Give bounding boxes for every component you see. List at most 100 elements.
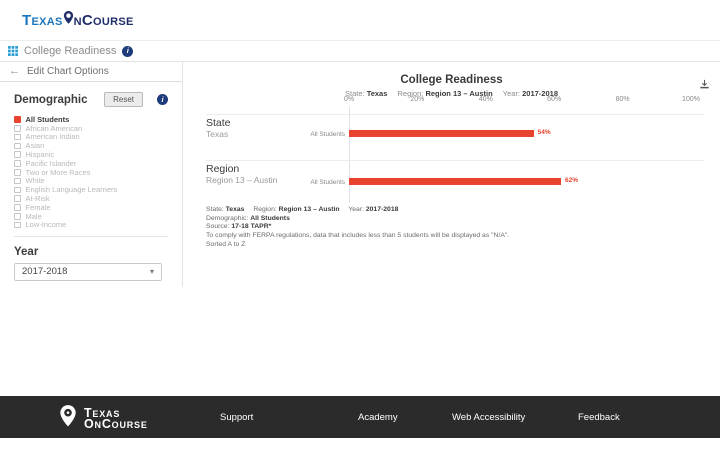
demographic-option[interactable]: Pacific Islander — [14, 160, 168, 167]
option-label: Two or More Races — [25, 167, 91, 177]
demographic-header: Demographic Reset i — [14, 92, 168, 107]
option-label: African American — [25, 123, 83, 133]
footnote-line-3: Source: 17-18 TAPR* — [206, 223, 509, 232]
footnote-line-1: State: Texas Region: Region 13 – Austin … — [206, 206, 509, 215]
footer-link-academy[interactable]: Academy — [358, 412, 398, 423]
page-info-icon[interactable]: i — [122, 45, 134, 57]
bar-value-label: 54% — [537, 129, 551, 137]
checkbox-icon — [14, 142, 21, 150]
option-label: Female — [25, 202, 51, 212]
subtitle-label: State: — [344, 89, 365, 98]
logo-ncourse-text1: n — [73, 11, 82, 29]
option-label: White — [25, 176, 45, 186]
option-label: Pacific Islander — [25, 158, 77, 168]
sidebar-body: Demographic Reset i All Students African… — [0, 82, 182, 281]
demographic-option[interactable]: English Language Learners — [14, 186, 168, 193]
x-axis-tick: 80% — [615, 96, 630, 103]
footer-link-web-accessibility[interactable]: Web Accessibility — [452, 412, 526, 423]
location-pin-icon — [58, 404, 78, 433]
year-select[interactable]: 2017-2018 ▾ — [14, 262, 162, 281]
footnote-value: Texas — [225, 206, 245, 213]
demographic-option[interactable]: American Indian — [14, 132, 168, 142]
option-label: American Indian — [25, 132, 80, 142]
download-icon[interactable] — [699, 77, 710, 95]
back-arrow-icon: ← — [9, 65, 20, 77]
section-divider — [206, 114, 704, 115]
app-header: Texas n Course — [0, 0, 720, 41]
reset-button[interactable]: Reset — [104, 92, 143, 107]
demographic-option[interactable]: Low-Income — [14, 221, 168, 229]
option-label: At-Risk — [25, 193, 50, 203]
footer-logo-line1: Texas — [84, 406, 121, 420]
subtitle-value: Region 13 – Austin — [425, 89, 493, 98]
year-heading: Year — [14, 245, 39, 258]
footnote-label: Year: — [348, 206, 364, 213]
footer-logo-line2: OnCourse — [84, 416, 148, 431]
footnote-value: 2017-2018 — [365, 206, 399, 213]
grid-menu-icon[interactable] — [8, 46, 18, 56]
series-label: All Students — [310, 131, 345, 138]
bar-row-region: 62% — [349, 178, 691, 185]
section-heading-state: State — [206, 117, 231, 129]
demographic-option[interactable]: White — [14, 176, 168, 186]
demographic-option[interactable]: Male — [14, 213, 168, 220]
row-label-region13: Region 13 – Austin — [206, 175, 278, 185]
footnote-line-4: To comply with FERPA regulations, data t… — [206, 232, 510, 240]
toolbar: College Readiness i — [0, 41, 720, 62]
footnote-label: Source: — [206, 223, 230, 231]
option-label: Hispanic — [25, 149, 55, 159]
checkbox-icon — [14, 177, 21, 185]
bar-row-state: 54% — [349, 130, 691, 137]
bar-value-label: 62% — [565, 177, 579, 185]
checkbox-icon — [14, 195, 21, 202]
option-label: Male — [25, 211, 42, 221]
footnote-label: State: — [206, 206, 224, 213]
footer-logo[interactable]: Texas OnCourse — [58, 404, 148, 433]
footnote-value: Region 13 – Austin — [278, 206, 340, 213]
x-axis-tick: 20% — [410, 96, 425, 103]
checkbox-icon — [14, 125, 21, 132]
demographic-info-icon[interactable]: i — [157, 94, 168, 105]
demographic-option[interactable]: At-Risk — [14, 195, 168, 202]
subtitle-value: 2017-2018 — [522, 89, 558, 98]
demographic-option[interactable]: All Students — [14, 116, 168, 123]
demographic-heading: Demographic — [14, 93, 88, 106]
demographic-option[interactable]: Two or More Races — [14, 169, 168, 176]
footer-link-support[interactable]: Support — [220, 412, 254, 423]
checkbox-icon — [14, 221, 21, 229]
checkbox-icon — [14, 204, 21, 211]
x-axis-tick: 100% — [682, 96, 700, 103]
back-button[interactable]: ← Edit Chart Options — [0, 62, 182, 82]
subtitle-label: Region: — [397, 89, 424, 98]
demographic-option[interactable]: Asian — [14, 142, 168, 149]
checkbox-icon — [14, 186, 21, 194]
row-label-texas: Texas — [206, 129, 229, 139]
footnote-value: 17-18 TAPR* — [231, 223, 272, 231]
footnote-label: Demographic: — [206, 214, 249, 222]
checkbox-icon — [14, 160, 21, 167]
chevron-down-icon: ▾ — [149, 266, 154, 276]
chart-title: College Readiness — [400, 74, 503, 86]
checkbox-icon — [14, 213, 21, 220]
bar-region — [349, 178, 562, 185]
logo-texas-text: Texas — [22, 11, 63, 29]
chart-subtitle: State: Texas Region: Region 13 – Austin … — [183, 89, 720, 98]
series-label: All Students — [310, 179, 345, 186]
footer-logo-text: Texas OnCourse — [84, 406, 148, 431]
checkbox-icon — [14, 116, 21, 123]
demographic-option[interactable]: Female — [14, 204, 168, 211]
x-axis-tick: 40% — [478, 96, 493, 103]
demographic-option[interactable]: African American — [14, 125, 168, 132]
footer-link-feedback[interactable]: Feedback — [578, 412, 620, 423]
logo-ncourse-text2: Course — [81, 11, 134, 29]
page-title: College Readiness — [24, 45, 117, 57]
option-label: English Language Learners — [25, 185, 118, 195]
section-divider — [206, 160, 704, 161]
demographic-option[interactable]: Hispanic — [14, 151, 168, 158]
texas-oncourse-logo[interactable]: Texas n Course — [22, 10, 134, 30]
checkbox-icon — [14, 133, 21, 141]
footnote-line-5: Sorted A to Z — [206, 240, 246, 248]
x-axis-tick: 60% — [547, 96, 562, 103]
chart-panel: College Readiness State: Texas Region: R… — [182, 62, 720, 287]
